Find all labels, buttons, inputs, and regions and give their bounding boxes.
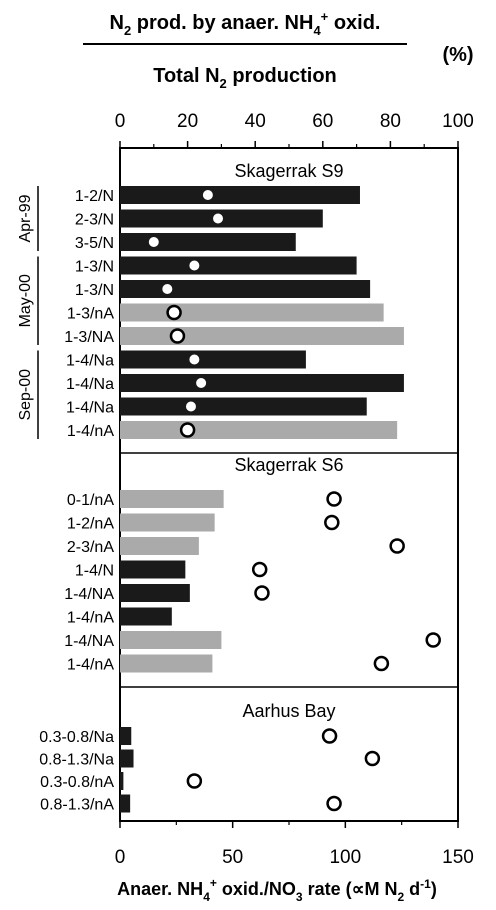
row-label: 1-2/N [75, 188, 114, 205]
bar [120, 256, 357, 275]
data-point-marker [166, 304, 182, 321]
bar [120, 490, 224, 508]
bar [120, 233, 296, 251]
bar [120, 374, 404, 392]
bottom-axis-tick-label: 50 [222, 847, 243, 868]
row-label: 2-3/N [75, 212, 114, 229]
chart-title: N2 prod. by anaer. NH4+ oxid. Total N2 p… [83, 9, 474, 91]
data-point-marker [326, 491, 342, 507]
row-label: 1-4/nA [67, 423, 114, 440]
title-numerator: N2 prod. by anaer. NH4+ oxid. [109, 9, 380, 38]
top-axis-tick-label: 100 [442, 111, 474, 132]
row-label: 0.3-0.8/Na [39, 729, 114, 746]
group-label: Apr-99 [17, 194, 34, 242]
top-axis-tick-label: 0 [115, 111, 126, 132]
data-point-marker [326, 795, 342, 812]
data-point-marker [189, 260, 200, 271]
bar [120, 421, 398, 439]
bar [120, 280, 371, 298]
data-point-marker [213, 213, 224, 224]
data-point-marker [364, 750, 381, 767]
data-point-marker [324, 514, 340, 531]
row-label: 0.8-1.3/Na [39, 752, 114, 769]
row-label: 1-3/N [75, 259, 114, 276]
bottom-axis-tick-label: 150 [442, 847, 474, 868]
bar [120, 560, 186, 579]
bar [120, 654, 213, 673]
row-label: 3-5/N [75, 235, 114, 252]
bar [120, 631, 222, 649]
data-point-marker [162, 284, 173, 294]
row-label: 1-3/NA [64, 329, 114, 346]
bar [120, 727, 132, 745]
data-point-marker [321, 728, 338, 744]
bar [120, 607, 172, 626]
bar [120, 513, 215, 532]
data-point-marker [373, 655, 390, 672]
data-point-marker [425, 632, 441, 648]
data-point-marker [148, 237, 159, 247]
bar [120, 327, 404, 345]
group-label: May-00 [17, 274, 34, 327]
top-axis-tick-label: 80 [380, 111, 401, 132]
data-point-marker [254, 585, 270, 601]
row-label: 1-2/nA [67, 516, 114, 533]
panel-title: Aarhus Bay [242, 701, 335, 721]
data-point-marker [185, 401, 196, 412]
x-axis-label: Anaer. NH4+ oxid./NO3 rate (∝M N2 d-1) [117, 876, 437, 904]
bar [120, 749, 134, 768]
data-point-marker [189, 354, 200, 365]
top-axis-tick-label: 20 [177, 111, 198, 132]
plot-area: 0 20 40 60 80 100 0 50 100 150 Skagerrak S9 1-2/N 2-… [17, 111, 474, 868]
row-label: 1-4/Na [66, 376, 114, 393]
bar [120, 537, 199, 555]
bottom-axis-tick-label: 100 [329, 847, 361, 868]
row-label: 0.3-0.8/nA [40, 774, 114, 791]
bar [120, 186, 360, 204]
group-label: Sep-00 [17, 369, 34, 421]
row-label: 1-3/N [75, 282, 114, 299]
bar [120, 584, 190, 602]
data-point-marker [179, 422, 196, 438]
row-label: 1-4/NA [64, 633, 114, 650]
data-point-marker [202, 190, 213, 200]
row-label: 1-4/N [75, 563, 114, 580]
row-label: 0-1/nA [67, 492, 114, 509]
bottom-axis-tick-label: 0 [115, 847, 126, 868]
row-label: 1-3/nA [67, 306, 114, 323]
top-axis-tick-label: 40 [245, 111, 266, 132]
row-label: 2-3/nA [67, 539, 114, 556]
top-axis-tick-label: 60 [312, 111, 333, 132]
bar [120, 350, 306, 369]
title-unit: (%) [442, 44, 473, 66]
row-label: 1-4/NA [64, 586, 114, 603]
bar [120, 303, 384, 322]
data-point-marker [169, 328, 186, 344]
row-label: 1-4/nA [67, 657, 114, 674]
bar [120, 772, 124, 790]
data-point-marker [251, 561, 268, 578]
row-label: 1-4/Na [66, 400, 114, 417]
row-label: 1-4/nA [67, 610, 114, 627]
bar [120, 794, 131, 813]
data-point-marker [196, 378, 207, 388]
row-label: 1-4/Na [66, 353, 114, 370]
panel-title: Skagerrak S6 [234, 455, 343, 475]
bar [120, 397, 367, 416]
title-denominator: Total N2 production [153, 65, 337, 91]
data-point-marker [186, 773, 203, 789]
row-label: 0.8-1.3/nA [40, 797, 114, 814]
panel-title: Skagerrak S9 [234, 161, 343, 181]
data-point-marker [389, 538, 405, 554]
